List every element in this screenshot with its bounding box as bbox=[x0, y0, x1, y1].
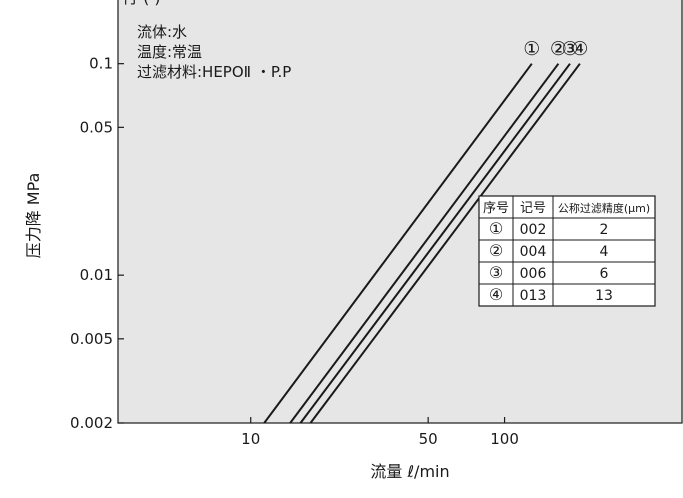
series-line-3 bbox=[299, 63, 571, 424]
series-label-4: ④ bbox=[571, 38, 588, 60]
y-tick-label: 0.1 bbox=[89, 55, 113, 73]
table-cell: ② bbox=[489, 241, 503, 260]
series-line-4 bbox=[309, 63, 581, 424]
table-cell: ④ bbox=[489, 285, 503, 304]
y-tick-label: 0.01 bbox=[80, 266, 113, 284]
x-tick-label: 50 bbox=[419, 430, 438, 448]
table-header-cell: 序号 bbox=[483, 201, 509, 216]
table-cell: 002 bbox=[520, 222, 547, 238]
x-tick-label: 10 bbox=[241, 430, 260, 448]
series-line-2 bbox=[289, 63, 560, 424]
annotation-line: 流体:水 bbox=[137, 23, 187, 41]
table-header-cell: 记号 bbox=[520, 201, 546, 216]
annotation-line: 温度:常温 bbox=[137, 43, 202, 61]
spec-table bbox=[478, 195, 656, 307]
table-cell: 006 bbox=[520, 266, 547, 282]
table-cell: 4 bbox=[600, 244, 609, 260]
table-cell: 2 bbox=[600, 222, 609, 238]
x-axis-label: 流量 ℓ/min bbox=[370, 462, 449, 481]
series-label-1: ① bbox=[523, 38, 540, 60]
y-tick-label: 0.005 bbox=[70, 330, 113, 348]
series-line-1 bbox=[263, 63, 533, 424]
y-tick-label: 0.05 bbox=[80, 118, 113, 136]
x-tick-label: 100 bbox=[490, 430, 519, 448]
table-cell: 6 bbox=[600, 266, 609, 282]
series-label-2: ② bbox=[550, 38, 567, 60]
series-label-3: ③ bbox=[561, 38, 578, 60]
table-cell: 004 bbox=[520, 244, 547, 260]
y-axis-label: 压力降 MPa bbox=[24, 173, 43, 259]
table-cell: ③ bbox=[489, 263, 503, 282]
table-cell: 013 bbox=[520, 288, 547, 304]
annotation-line: 过滤材料:HEPOⅡ ・P.P bbox=[137, 63, 291, 81]
top-clipped-text: 行 ( ) bbox=[122, 0, 161, 7]
table-cell: 13 bbox=[595, 288, 613, 304]
y-tick-label: 0.002 bbox=[70, 414, 113, 432]
table-cell: ① bbox=[489, 219, 503, 238]
table-header-cell: 公称过滤精度(μm) bbox=[558, 201, 650, 215]
